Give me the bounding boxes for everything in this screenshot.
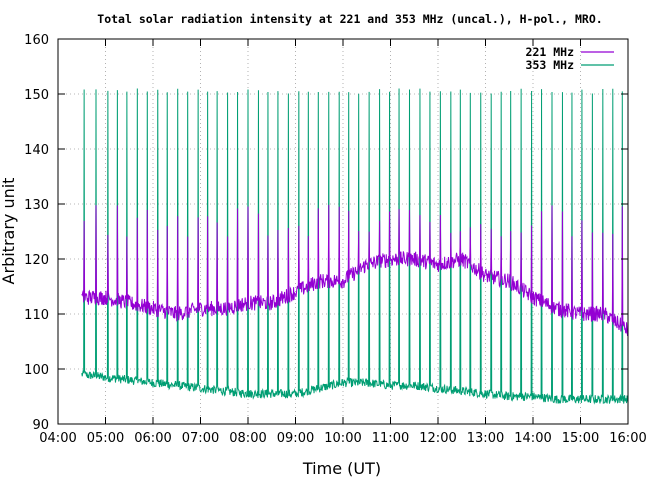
ticks: 90 100 110 120 130 140 150 160 04:00 05:00 06:00 07…	[24, 33, 647, 446]
x-tick-label: 09:00	[277, 431, 314, 446]
x-tick-label: 08:00	[229, 431, 266, 446]
x-tick-label: 12:00	[419, 431, 456, 446]
x-axis-label: Time (UT)	[302, 459, 381, 478]
y-tick-label: 140	[24, 143, 49, 158]
y-tick-label: 100	[24, 363, 49, 378]
x-tick-label: 15:00	[562, 431, 599, 446]
series-layer	[81, 88, 629, 405]
x-tick-label: 05:00	[87, 431, 124, 446]
x-tick-label: 14:00	[514, 431, 551, 446]
y-tick-label: 130	[24, 198, 49, 213]
series-line-353-mhz	[81, 88, 629, 405]
x-tick-label: 10:00	[324, 431, 361, 446]
grid	[58, 39, 628, 424]
y-axis-label: Arbitrary unit	[0, 178, 18, 285]
y-tick-label: 150	[24, 88, 49, 103]
x-tick-label: 13:00	[467, 431, 504, 446]
legend-label: 353 MHz	[526, 58, 575, 72]
y-tick-label: 160	[24, 33, 49, 48]
x-tick-label: 04:00	[39, 431, 76, 446]
chart-title: Total solar radiation intensity at 221 a…	[97, 12, 602, 26]
x-tick-label: 06:00	[134, 431, 171, 446]
y-tick-label: 90	[32, 418, 49, 433]
legend-label: 221 MHz	[526, 45, 575, 59]
y-tick-label: 120	[24, 253, 49, 268]
x-tick-label: 16:00	[609, 431, 646, 446]
x-tick-label: 11:00	[372, 431, 409, 446]
x-tick-label: 07:00	[182, 431, 219, 446]
y-tick-label: 110	[24, 308, 49, 323]
series-line-221-mhz	[81, 204, 629, 336]
